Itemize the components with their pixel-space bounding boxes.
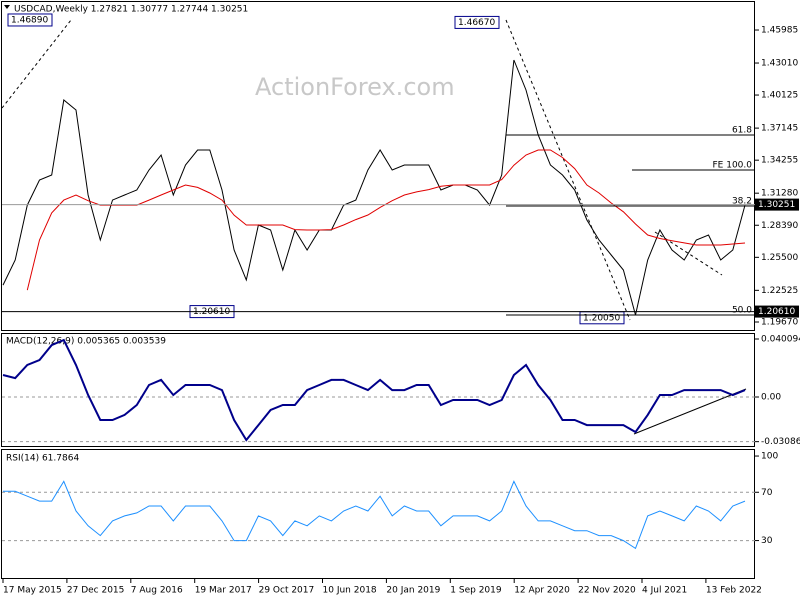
fib-label: 50.0: [732, 306, 752, 316]
series-line: [26, 149, 746, 291]
fib-label: 61.8: [732, 126, 752, 136]
fib-label: FE 100.0: [713, 160, 753, 170]
price-box: [755, 305, 799, 318]
extreme-label: 1.20050: [583, 313, 620, 323]
y-tick-label: 1.34255: [761, 156, 798, 166]
y-tick-label: 0.00: [761, 393, 781, 403]
extreme-label: 1.46670: [458, 18, 495, 28]
y-tick-label: 1.28390: [761, 221, 798, 231]
x-tick-label: 1 Sep 2019: [450, 586, 502, 596]
trendline: [505, 19, 631, 321]
extreme-box: [454, 15, 500, 29]
y-tick-label: 1.25500: [761, 253, 798, 263]
macd-panel: [1, 333, 755, 447]
y-tick-label: 30: [761, 536, 773, 546]
y-tick-label: 0.040094: [761, 334, 800, 344]
rsi-panel: [1, 449, 755, 579]
extreme-label: 1.46890: [11, 15, 48, 25]
series-line: [2, 338, 746, 442]
panel-arrow: [4, 5, 10, 9]
x-tick-label: 10 Jun 2018: [323, 586, 377, 596]
x-tick-label: 13 Feb 2022: [706, 586, 762, 596]
fib-label: 38.2: [732, 196, 752, 206]
x-tick-label: 29 Oct 2017: [259, 586, 315, 596]
price-title: USDCAD,Weekly 1.27821 1.30777 1.27744 1.…: [14, 5, 248, 15]
y-tick-label: 1.40125: [761, 91, 798, 101]
price-panel: [1, 1, 755, 331]
price-box: [755, 198, 799, 211]
y-tick-label: 1.43010: [761, 59, 798, 69]
macd-title: MACD(12,26,9) 0.005365 0.003539: [6, 337, 166, 347]
x-tick-label: 20 Jan 2019: [386, 586, 440, 596]
y-tick-label: 1.45985: [761, 26, 798, 36]
y-tick-label: 70: [761, 488, 773, 498]
y-tick-label: 1.22525: [761, 286, 798, 296]
y-tick-label: -0.03086: [761, 437, 800, 447]
y-tick-label: 100: [761, 452, 778, 462]
x-tick-label: 22 Nov 2020: [578, 586, 636, 596]
y-tick-label: 1.19670: [761, 318, 798, 328]
macd-trendline: [633, 388, 747, 435]
series-line: [2, 59, 746, 316]
x-tick-label: 12 Apr 2020: [514, 586, 570, 596]
x-tick-label: 27 Dec 2015: [67, 586, 125, 596]
x-tick-label: 17 May 2015: [3, 586, 62, 596]
price-marker-label: 1.20610: [758, 307, 795, 317]
extreme-box: [7, 13, 53, 27]
trendline: [1, 19, 72, 109]
watermark: ActionForex.com: [255, 73, 455, 101]
rsi-title: RSI(14) 61.7864: [6, 454, 79, 464]
y-tick-label: 1.37145: [761, 124, 798, 134]
series-line: [3, 480, 746, 550]
x-tick-label: 7 Aug 2016: [131, 586, 183, 596]
x-tick-label: 4 Jul 2021: [642, 586, 687, 596]
x-tick-label: 19 Mar 2017: [195, 586, 252, 596]
y-tick-label: 1.31280: [761, 189, 798, 199]
price-marker-label: 1.30251: [758, 200, 795, 210]
